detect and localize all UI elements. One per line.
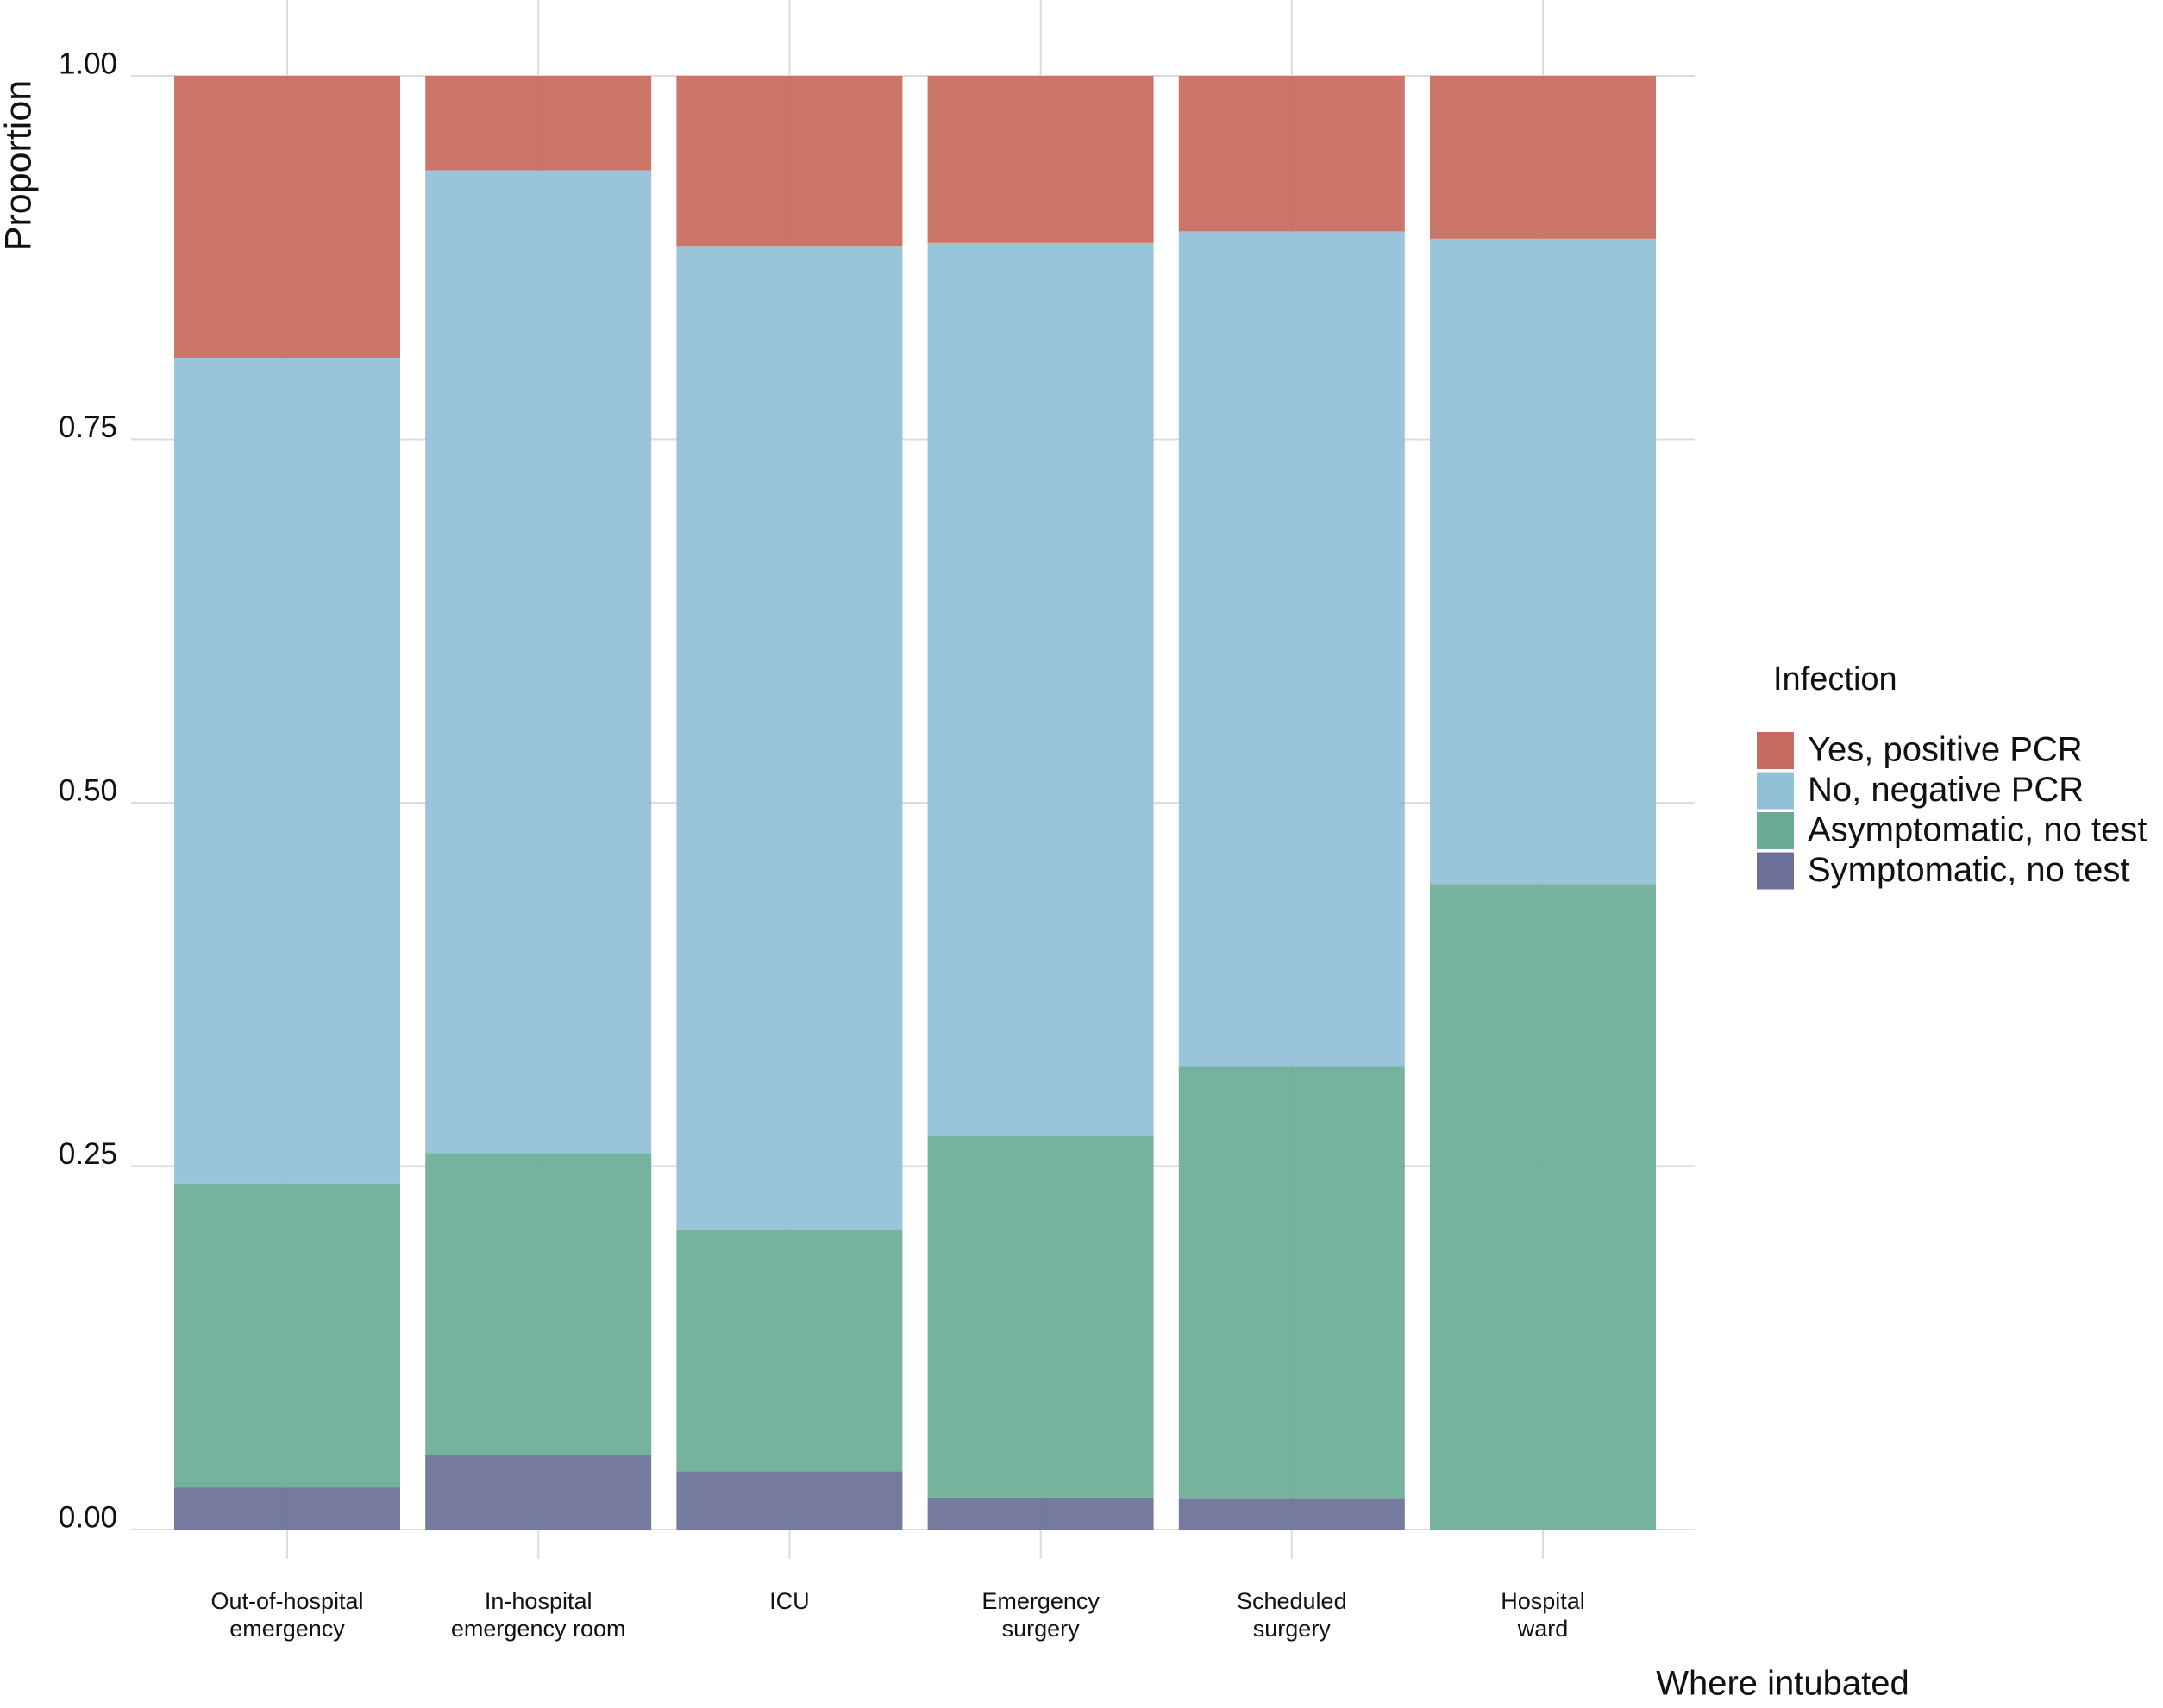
y-tick-label: 0.25 <box>59 1137 117 1171</box>
bar-segment <box>174 1183 400 1488</box>
y-axis-title: Proportion <box>0 80 39 251</box>
bar-segment <box>676 246 903 1230</box>
bar-segment <box>676 1229 903 1472</box>
x-axis-title: Where intubated <box>1656 1665 1909 1703</box>
x-tick-label: surgery <box>1002 1616 1081 1642</box>
x-tick-label: ICU <box>769 1588 810 1614</box>
bar-segment <box>676 76 903 247</box>
bar-segment <box>425 1455 652 1530</box>
legend-label: Yes, positive PCR <box>1808 731 2083 769</box>
y-tick-label: 0.75 <box>59 410 117 444</box>
bar-segment <box>1178 1498 1405 1530</box>
y-tick-label: 1.00 <box>59 47 117 80</box>
bar-segment <box>425 1153 652 1456</box>
x-tick-label: In-hospital <box>485 1588 592 1614</box>
x-tick-label: emergency room <box>451 1616 626 1642</box>
bar-segment <box>927 76 1154 243</box>
bar-segment <box>174 358 400 1184</box>
bar-segment <box>1178 231 1405 1067</box>
y-tick-label: 0.00 <box>59 1500 117 1534</box>
x-tick-label: ward <box>1517 1616 1569 1642</box>
x-tick-label: Scheduled <box>1237 1588 1347 1614</box>
bar-segment <box>174 76 400 359</box>
bar-segment <box>676 1471 903 1530</box>
legend-swatch <box>1757 772 1794 810</box>
bar-segment <box>1430 884 1656 1530</box>
legend-title: Infection <box>1773 661 1897 698</box>
bar-segment <box>174 1487 400 1530</box>
legend-label: Asymptomatic, no test <box>1808 811 2147 849</box>
bar-segment <box>1178 76 1405 232</box>
bar-segment <box>927 242 1154 1136</box>
bar-segment <box>927 1136 1154 1498</box>
x-tick-label: Emergency <box>981 1588 1100 1614</box>
bar-segment <box>927 1497 1154 1530</box>
x-tick-label: emergency <box>229 1616 345 1642</box>
legend-swatch <box>1757 812 1794 849</box>
legend-swatch <box>1757 732 1794 769</box>
x-tick-label: Hospital <box>1501 1588 1585 1614</box>
legend-label: No, negative PCR <box>1808 771 2084 809</box>
bar-segment <box>425 170 652 1154</box>
bar-segment <box>1430 76 1656 239</box>
legend-label: Symptomatic, no test <box>1808 851 2129 889</box>
bar-segment <box>1178 1066 1405 1499</box>
bar-segment <box>425 76 652 171</box>
legend-swatch <box>1757 852 1794 890</box>
y-tick-label: 0.50 <box>59 773 117 807</box>
x-tick-label: surgery <box>1253 1616 1332 1642</box>
x-tick-label: Out-of-hospital <box>210 1588 363 1614</box>
bar-segment <box>1430 238 1656 885</box>
